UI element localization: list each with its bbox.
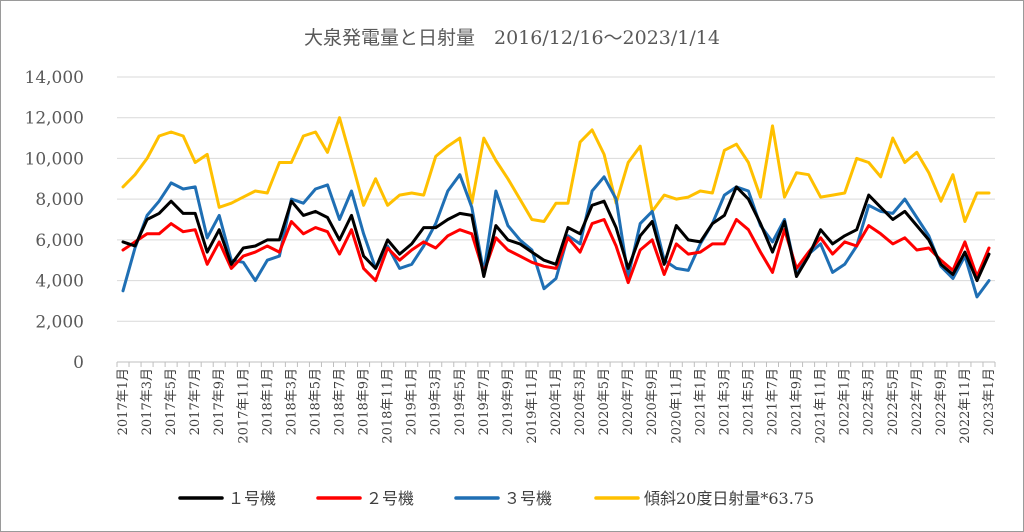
x-tick-label: 2017年1月 (116, 368, 131, 435)
y-axis: 0 2,000 4,000 6,000 8,000 10,000 12,000 14,000 (25, 68, 84, 373)
y-tick-label: 6,000 (35, 231, 84, 251)
x-tick-label: 2017年5月 (164, 368, 179, 435)
x-tick-label: 2019年5月 (453, 368, 468, 435)
x-tick-label: 2019年1月 (405, 368, 420, 435)
x-tick-label: 2021年7月 (765, 368, 780, 435)
x-tick-label: 2021年5月 (741, 368, 756, 435)
legend-label: １号機 (228, 489, 276, 508)
y-tick-label: 4,000 (35, 272, 84, 292)
x-tick-label: 2017年7月 (188, 368, 203, 435)
x-tick-label: 2022年3月 (862, 368, 877, 435)
y-tick-label: 2,000 (35, 312, 84, 332)
x-tick-label: 2019年3月 (429, 368, 444, 435)
x-tick-label: 2017年11月 (236, 368, 251, 444)
x-tick-label: 2017年9月 (212, 368, 227, 435)
chart-title: 大泉発電量と日射量 2016/12/16〜2023/1/14 (304, 27, 720, 49)
x-tick-label: 2018年1月 (260, 368, 275, 435)
x-tick-label: 2020年1月 (549, 368, 564, 435)
y-tick-label: 10,000 (25, 149, 84, 169)
gridlines (117, 76, 995, 322)
x-tick-label: 2021年3月 (717, 368, 732, 435)
x-tick-label: 2022年5月 (886, 368, 901, 435)
y-tick-label: 8,000 (35, 190, 84, 210)
x-tick-label: 2022年7月 (910, 368, 925, 435)
x-tick-label: 2023年1月 (982, 368, 997, 435)
x-tick-label: 2022年9月 (934, 368, 949, 435)
y-tick-label: 14,000 (25, 68, 84, 88)
x-tick-label: 2018年11月 (381, 368, 396, 444)
y-tick-label: 12,000 (25, 109, 84, 129)
x-tick-label: 2018年3月 (284, 368, 299, 435)
x-tick-label: 2020年3月 (573, 368, 588, 435)
legend-label: 傾斜20度日射量*63.75 (644, 489, 814, 508)
x-tick-label: 2020年9月 (645, 368, 660, 435)
y-tick-label: 0 (73, 353, 84, 373)
x-tick-label: 2019年11月 (525, 368, 540, 444)
x-tick-label: 2021年11月 (814, 368, 829, 444)
legend: １号機 ２号機 ３号機 傾斜20度日射量*63.75 (178, 489, 814, 508)
series-line (121, 185, 991, 283)
x-tick-label: 2020年11月 (669, 368, 684, 444)
series-lines (121, 116, 991, 299)
x-tick-label: 2017年3月 (140, 368, 155, 435)
x-tick-label: 2021年9月 (790, 368, 805, 435)
x-tick-label: 2022年11月 (958, 368, 973, 444)
x-tick-label: 2018年9月 (357, 368, 372, 435)
x-axis: 2017年1月 2017年3月 2017年5月 2017年7月 2017年9月 2017年… (116, 361, 997, 444)
x-tick-label: 2019年7月 (477, 368, 492, 435)
x-tick-label: 2021年1月 (693, 368, 708, 435)
series-line (121, 173, 991, 299)
x-tick-label: 2020年7月 (621, 368, 636, 435)
series-line (121, 116, 991, 223)
series-line (121, 218, 991, 285)
legend-label: ２号機 (366, 489, 414, 508)
x-tick-label: 2019年9月 (501, 368, 516, 435)
x-tick-label: 2018年5月 (308, 368, 323, 435)
legend-label: ３号機 (504, 489, 552, 508)
x-tick-label: 2020年5月 (597, 368, 612, 435)
x-tick-label: 2018年7月 (333, 368, 348, 435)
x-tick-label: 2022年1月 (838, 368, 853, 435)
